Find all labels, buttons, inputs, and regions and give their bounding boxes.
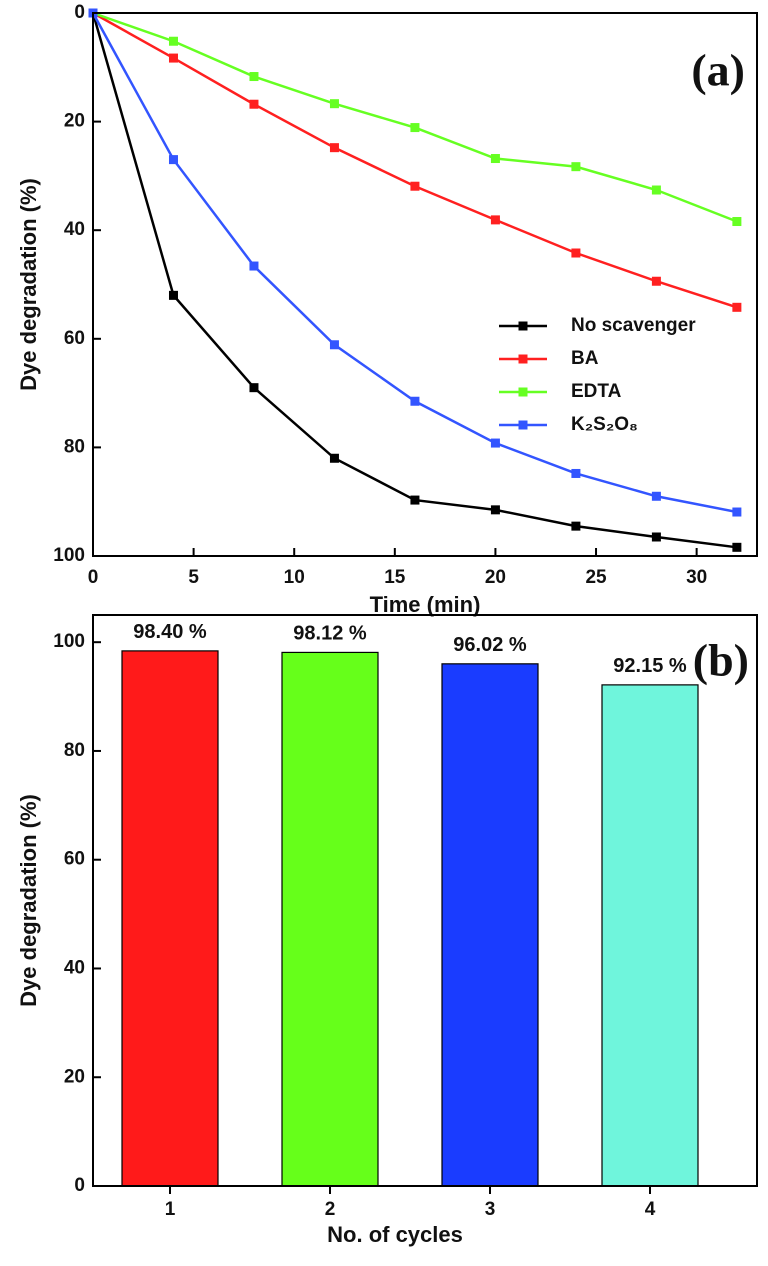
point-marker bbox=[249, 72, 259, 82]
point-marker bbox=[168, 290, 178, 300]
value-label: 96.02 % bbox=[453, 634, 527, 656]
legend-label: No scavenger bbox=[571, 315, 696, 336]
legend-label: BA bbox=[571, 348, 599, 369]
value-label: 98.12 % bbox=[293, 623, 367, 645]
point-marker bbox=[329, 99, 339, 109]
point-marker bbox=[249, 383, 259, 393]
y-tick-label: 0 bbox=[74, 2, 85, 23]
point-marker bbox=[249, 99, 259, 109]
y-axis-title: Dye degradation (%) bbox=[16, 178, 41, 391]
point-marker bbox=[490, 215, 500, 225]
panel-label: (b) bbox=[693, 635, 749, 686]
bar bbox=[121, 650, 219, 1187]
y-tick-label: 40 bbox=[64, 219, 85, 240]
point-marker bbox=[249, 261, 259, 271]
legend-marker bbox=[518, 387, 528, 397]
point-marker bbox=[571, 248, 581, 258]
x-tick-label: 10 bbox=[284, 567, 305, 588]
point-marker bbox=[410, 123, 420, 133]
point-marker bbox=[651, 276, 661, 286]
point-marker bbox=[732, 217, 742, 227]
point-marker bbox=[410, 396, 420, 406]
point-marker bbox=[490, 505, 500, 515]
y-tick-label: 60 bbox=[64, 849, 85, 870]
point-marker bbox=[329, 340, 339, 350]
point-marker bbox=[490, 438, 500, 448]
y-axis-title: Dye degradation (%) bbox=[16, 794, 41, 1007]
plot-frame bbox=[92, 614, 758, 1187]
bar bbox=[441, 663, 539, 1187]
point-marker bbox=[732, 507, 742, 517]
y-tick-label: 20 bbox=[64, 1066, 85, 1087]
x-tick-label: 2 bbox=[325, 1199, 336, 1220]
bar bbox=[601, 684, 699, 1187]
x-tick-label: 3 bbox=[485, 1199, 496, 1220]
y-tick-label: 0 bbox=[74, 1175, 85, 1196]
x-tick-label: 5 bbox=[188, 567, 199, 588]
y-tick-label: 100 bbox=[53, 545, 85, 566]
x-tick-label: 15 bbox=[384, 567, 406, 588]
point-marker bbox=[410, 181, 420, 191]
point-marker bbox=[732, 542, 742, 552]
legend-label: EDTA bbox=[571, 381, 622, 402]
legend-marker bbox=[518, 321, 528, 331]
legend-label: K₂S₂O₈ bbox=[571, 414, 638, 435]
y-tick-label: 80 bbox=[64, 740, 85, 761]
point-marker bbox=[168, 36, 178, 46]
point-marker bbox=[651, 532, 661, 542]
x-tick-label: 0 bbox=[88, 567, 99, 588]
point-marker bbox=[490, 154, 500, 164]
x-tick-label: 25 bbox=[585, 567, 607, 588]
x-tick-label: 4 bbox=[645, 1199, 656, 1220]
legend-marker bbox=[518, 354, 528, 364]
value-label: 92.15 % bbox=[613, 655, 687, 677]
y-tick-label: 20 bbox=[64, 111, 85, 132]
point-marker bbox=[168, 53, 178, 63]
plot-frame bbox=[92, 12, 758, 557]
point-marker bbox=[168, 155, 178, 165]
y-tick-label: 60 bbox=[64, 328, 85, 349]
bar bbox=[281, 651, 379, 1187]
point-marker bbox=[571, 162, 581, 172]
point-marker bbox=[571, 468, 581, 478]
legend-marker bbox=[518, 420, 528, 430]
x-axis-title: No. of cycles bbox=[327, 1222, 463, 1247]
y-tick-label: 40 bbox=[64, 957, 85, 978]
point-marker bbox=[651, 491, 661, 501]
point-marker bbox=[651, 185, 661, 195]
x-tick-label: 30 bbox=[686, 567, 707, 588]
x-axis-title: Time (min) bbox=[370, 592, 481, 617]
point-marker bbox=[732, 302, 742, 312]
point-marker bbox=[410, 495, 420, 505]
point-marker bbox=[329, 453, 339, 463]
panel-label: (a) bbox=[691, 45, 745, 96]
y-tick-label: 80 bbox=[64, 436, 85, 457]
x-tick-label: 1 bbox=[165, 1199, 176, 1220]
y-tick-label: 100 bbox=[53, 631, 85, 652]
point-marker bbox=[571, 521, 581, 531]
x-tick-label: 20 bbox=[485, 567, 506, 588]
point-marker bbox=[329, 143, 339, 153]
value-label: 98.40 % bbox=[133, 621, 207, 643]
